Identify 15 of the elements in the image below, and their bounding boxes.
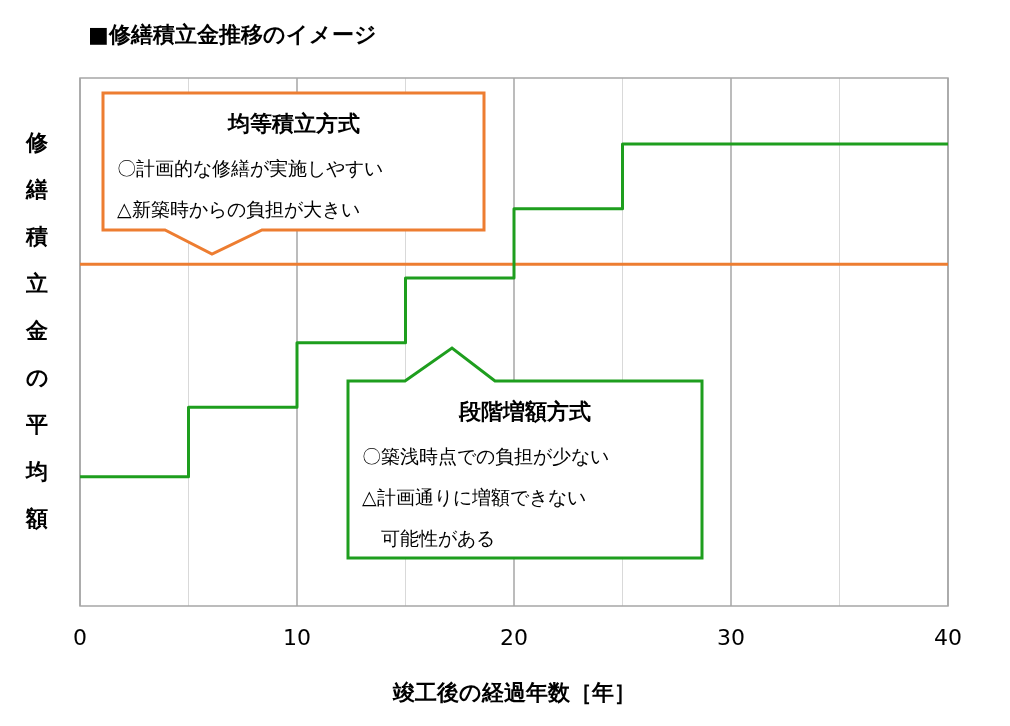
annotation: 〇計画的な修繕が実施しやすい — [117, 157, 383, 179]
annotation: 可能性がある — [362, 527, 495, 549]
x-axis-title: 竣工後の経過年数［年］ — [391, 680, 636, 705]
annotation: △新築時からの負担が大きい — [117, 198, 360, 220]
chart-title: ■修繕積立金推移のイメージ — [88, 22, 377, 47]
x-tick-label: 30 — [717, 625, 745, 650]
annotation: 〇築浅時点での負担が少ない — [362, 445, 609, 467]
x-tick-label: 20 — [500, 625, 528, 650]
x-tick-label: 0 — [73, 625, 87, 650]
x-tick-label: 40 — [934, 625, 962, 650]
annotation: 段階増額方式 — [458, 399, 591, 424]
annotation: △計画通りに増額できない — [362, 486, 586, 508]
text: 均等積立方式 — [226, 111, 360, 136]
text: 修繕積立金の平均額 — [25, 130, 49, 531]
x-tick-label: 10 — [283, 625, 311, 650]
